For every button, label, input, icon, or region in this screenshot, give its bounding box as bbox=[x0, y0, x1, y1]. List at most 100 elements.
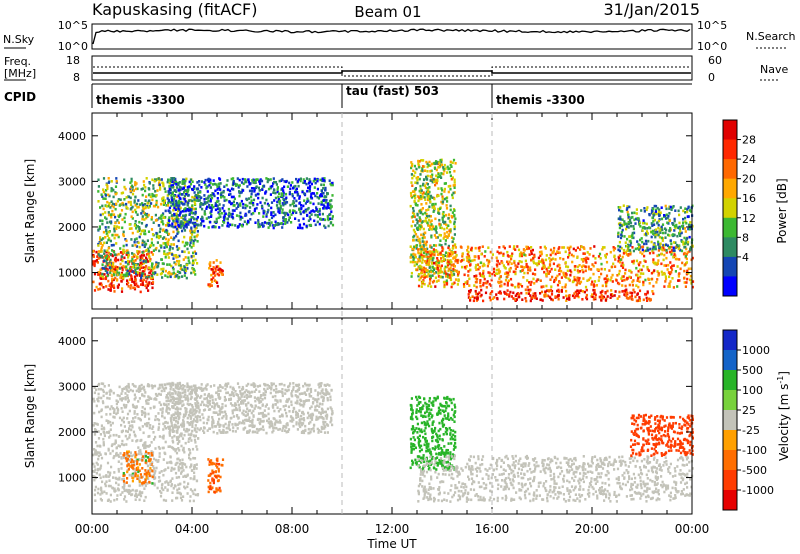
power-echo-cell bbox=[619, 258, 622, 261]
power-echo-cell bbox=[473, 284, 476, 287]
power-echo-cell bbox=[298, 202, 301, 205]
power-echo-cell bbox=[531, 248, 534, 252]
power-echo-cell bbox=[543, 245, 546, 249]
power-echo-cell bbox=[498, 262, 501, 266]
power-echo-cell bbox=[181, 187, 184, 191]
power-echo-cell bbox=[665, 228, 668, 232]
power-echo-cell bbox=[614, 258, 617, 261]
power-echo-cell bbox=[431, 266, 434, 269]
power-echo-cell bbox=[217, 273, 220, 277]
power-echo-cell bbox=[155, 218, 158, 222]
power-echo-cell bbox=[103, 273, 106, 276]
power-echo-cell bbox=[437, 194, 440, 197]
power-echo-cell bbox=[545, 254, 548, 257]
power-echo-cell bbox=[272, 211, 275, 214]
date-title: 31/Jan/2015 bbox=[603, 0, 700, 19]
power-echo-cell bbox=[640, 209, 643, 212]
power-echo-cell bbox=[152, 249, 155, 252]
power-echo-cell bbox=[640, 237, 643, 240]
power-echo-cell bbox=[660, 217, 664, 221]
power-echo-cell bbox=[123, 265, 126, 269]
power-echo-cell bbox=[410, 196, 414, 199]
velocity-echo-cell bbox=[180, 466, 183, 470]
power-echo-cell bbox=[130, 186, 133, 189]
power-echo-cell bbox=[293, 197, 296, 200]
power-echo-cell bbox=[316, 215, 319, 219]
power-echo-cell bbox=[451, 274, 454, 277]
power-echo-cell bbox=[309, 201, 312, 205]
power-echo-cell bbox=[442, 172, 445, 176]
velocity-echo-cell bbox=[133, 393, 136, 397]
power-echo-cell bbox=[652, 284, 655, 288]
power-echo-cell bbox=[450, 236, 454, 239]
power-echo-cell bbox=[429, 245, 432, 248]
power-echo-cell bbox=[426, 162, 429, 165]
power-echo-cell bbox=[134, 279, 137, 283]
power-echo-cell bbox=[415, 262, 418, 266]
power-echo-cell bbox=[104, 256, 107, 260]
power-echo-cell bbox=[524, 259, 527, 263]
power-echo-cell bbox=[589, 276, 592, 280]
power-echo-cell bbox=[498, 251, 501, 255]
power-echo-cell bbox=[479, 285, 482, 288]
power-echo-cell bbox=[167, 178, 170, 182]
power-echo-cell bbox=[162, 222, 165, 226]
power-echo-cell bbox=[646, 206, 649, 209]
power-echo-cell bbox=[452, 269, 455, 273]
power-echo-cell bbox=[99, 219, 102, 222]
power-echo-cell bbox=[669, 227, 672, 230]
velocity-echo-cell bbox=[158, 471, 161, 474]
power-echo-cell bbox=[215, 265, 218, 268]
power-ytick-label: 1000 bbox=[58, 267, 86, 280]
power-echo-cell bbox=[574, 249, 577, 252]
power-echo-cell bbox=[584, 257, 587, 260]
power-echo-cell bbox=[212, 276, 215, 280]
velocity-echo-cell bbox=[124, 392, 127, 395]
velocity-echo-cell bbox=[137, 452, 140, 456]
power-echo-cell bbox=[439, 158, 442, 162]
power-echo-cell bbox=[102, 207, 105, 211]
power-echo-cell bbox=[646, 299, 649, 302]
power-echo-cell bbox=[250, 199, 253, 202]
power-echo-cell bbox=[652, 243, 655, 247]
velocity-echo-cell bbox=[144, 412, 147, 416]
power-echo-cell bbox=[278, 202, 281, 205]
power-echo-cell bbox=[303, 181, 306, 185]
power-echo-cell bbox=[664, 280, 667, 283]
power-echo-cell bbox=[177, 188, 180, 192]
power-echo-cell bbox=[172, 200, 175, 204]
power-echo-cell bbox=[557, 294, 560, 297]
power-echo-cell bbox=[671, 249, 674, 252]
velocity-echo-cell bbox=[150, 474, 153, 478]
power-echo-cell bbox=[106, 221, 109, 224]
power-echo-cell bbox=[603, 268, 606, 271]
power-echo-cell bbox=[126, 251, 129, 255]
velocity-echo-cell bbox=[154, 418, 157, 422]
power-echo-cell bbox=[136, 263, 140, 266]
velocity-echo-cell bbox=[128, 492, 131, 495]
velocity-echo-cell bbox=[134, 494, 137, 498]
power-echo-cell bbox=[553, 280, 556, 284]
power-echo-cell bbox=[562, 257, 565, 261]
power-echo-cell bbox=[686, 208, 689, 211]
velocity-echo-cell bbox=[127, 382, 130, 386]
power-echo-cell bbox=[663, 264, 666, 267]
power-echo-cell bbox=[518, 254, 521, 258]
power-echo-cell bbox=[432, 244, 436, 247]
power-echo-cell bbox=[160, 258, 163, 261]
power-echo-cell bbox=[449, 187, 452, 191]
velocity-echo-cell bbox=[121, 410, 124, 413]
power-echo-cell bbox=[539, 246, 542, 249]
power-echo-cell bbox=[454, 243, 457, 246]
power-echo-cell bbox=[283, 185, 286, 189]
power-echo-cell bbox=[147, 252, 150, 256]
power-echo-cell bbox=[142, 272, 145, 275]
power-echo-cell bbox=[687, 271, 690, 275]
power-echo-cell bbox=[605, 274, 609, 278]
power-echo-cell bbox=[194, 194, 197, 198]
power-echo-cell bbox=[493, 296, 496, 299]
power-echo-cell bbox=[440, 260, 444, 263]
power-echo-cell bbox=[413, 230, 416, 234]
power-echo-cell bbox=[451, 176, 454, 179]
power-echo-cell bbox=[477, 267, 480, 271]
